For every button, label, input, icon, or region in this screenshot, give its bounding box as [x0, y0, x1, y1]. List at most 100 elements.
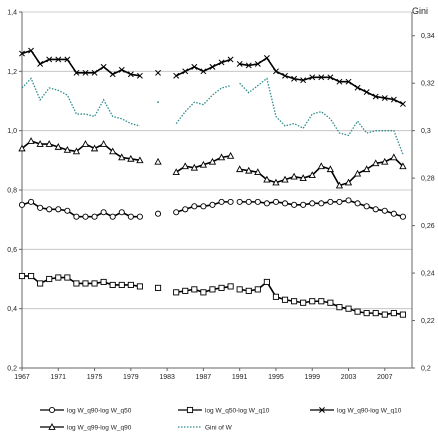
data-point: [191, 63, 198, 70]
data-point: [109, 213, 116, 220]
legend-item-4: Gini of W: [178, 424, 233, 431]
data-point: [300, 201, 307, 208]
x-tick-label: 1979: [123, 374, 139, 381]
data-point: [73, 213, 80, 220]
data-point: [263, 55, 270, 61]
data-point: [362, 165, 371, 173]
legend-swatch-marker: [48, 406, 56, 414]
data-point: [118, 66, 125, 73]
data-point: [300, 77, 307, 84]
series-2: [19, 47, 406, 107]
data-point: [82, 213, 89, 220]
data-point: [209, 63, 216, 70]
data-point: [19, 50, 25, 57]
data-point: [200, 203, 207, 210]
data-point: [154, 210, 162, 217]
data-point: [227, 198, 234, 205]
data-point: [354, 308, 361, 315]
data-point: [209, 201, 216, 208]
data-point: [46, 275, 53, 283]
data-point: [381, 207, 388, 214]
data-point: [363, 203, 370, 210]
data-point: [245, 62, 252, 69]
data-point: [182, 206, 189, 213]
data-point: [127, 71, 134, 78]
data-point: [91, 280, 98, 287]
data-point: [154, 284, 162, 291]
data-point: [91, 213, 98, 220]
data-point: [63, 145, 72, 153]
data-point: [27, 137, 35, 144]
data-point: [190, 163, 198, 171]
data-point: [327, 198, 334, 205]
data-point: [64, 56, 71, 63]
data-point: [199, 160, 208, 168]
data-point: [336, 198, 343, 205]
data-point: [354, 84, 361, 91]
data-point: [118, 281, 125, 288]
legend-label: log W_q90-log W_q50: [67, 407, 132, 414]
x-tick-label: 1987: [196, 374, 212, 381]
data-point: [208, 157, 217, 165]
data-point: [73, 69, 80, 76]
data-point: [335, 181, 344, 189]
data-point: [309, 74, 316, 81]
right-tick-label: 0,28: [421, 176, 435, 183]
data-point: [172, 168, 180, 176]
series-1: [18, 272, 406, 318]
data-point: [45, 140, 53, 147]
data-point: [272, 178, 280, 186]
data-point: [254, 286, 261, 293]
data-point: [299, 174, 307, 181]
data-point: [390, 153, 398, 161]
data-point: [381, 157, 389, 165]
data-point: [127, 154, 135, 162]
data-point: [36, 140, 44, 147]
data-point: [308, 171, 316, 179]
data-point: [90, 144, 99, 152]
data-point: [55, 206, 62, 213]
data-point: [100, 209, 107, 216]
data-point: [218, 198, 225, 205]
data-point: [72, 147, 81, 155]
legend-swatch-marker: [48, 423, 56, 430]
data-point: [272, 198, 280, 205]
series-area: [18, 47, 407, 318]
legend-item-0: log W_q90-log W_q50: [40, 406, 132, 414]
data-point: [354, 200, 361, 207]
data-point: [46, 56, 53, 63]
data-point: [363, 310, 370, 317]
series-line: [239, 77, 404, 155]
data-point: [109, 281, 116, 288]
data-point: [300, 299, 307, 306]
axes: 0,2 0,4 0,6 0,8 1,0 1,2 1,4 0,2 0,22 0,24 0,26 0,28…: [7, 10, 434, 382]
data-point: [191, 286, 198, 293]
data-point: [154, 157, 162, 165]
data-point: [390, 210, 397, 217]
data-point: [372, 159, 380, 167]
data-point: [318, 298, 325, 305]
data-point: [200, 289, 207, 296]
data-point: [327, 74, 334, 81]
data-point: [136, 72, 143, 79]
data-point: [136, 283, 143, 290]
data-point: [91, 69, 98, 76]
series-0: [18, 197, 406, 220]
data-point: [173, 289, 180, 296]
right-tick-label: 0,22: [421, 318, 435, 325]
data-point: [227, 56, 234, 63]
data-point: [399, 213, 406, 220]
data-point: [291, 298, 298, 305]
data-point: [118, 153, 126, 161]
left-tick-label: 1,0: [7, 128, 17, 135]
data-point: [290, 172, 298, 180]
data-point: [18, 144, 26, 152]
data-point: [37, 204, 44, 211]
data-point: [309, 200, 316, 207]
series-3: [18, 137, 407, 189]
x-tick-label: 1967: [14, 374, 30, 381]
data-point: [309, 298, 316, 305]
legend-item-2: log W_q90-log W_q10: [310, 407, 402, 414]
data-point: [372, 93, 379, 100]
